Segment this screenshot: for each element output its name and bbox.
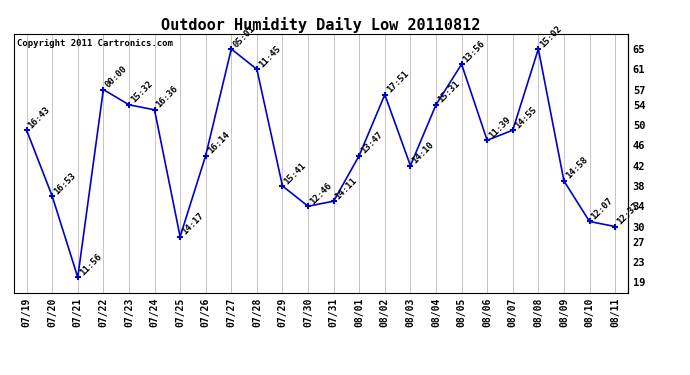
- Text: 13:56: 13:56: [462, 39, 487, 64]
- Text: 00:00: 00:00: [104, 64, 129, 90]
- Text: 16:43: 16:43: [27, 105, 52, 130]
- Text: 05:01: 05:01: [231, 24, 257, 49]
- Text: 13:47: 13:47: [359, 130, 384, 156]
- Text: 15:41: 15:41: [282, 160, 308, 186]
- Text: 12:07: 12:07: [589, 196, 615, 222]
- Text: 15:31: 15:31: [436, 80, 462, 105]
- Text: 12:46: 12:46: [308, 181, 333, 206]
- Text: 14:10: 14:10: [411, 140, 436, 166]
- Text: 14:11: 14:11: [334, 176, 359, 201]
- Text: 11:39: 11:39: [487, 115, 513, 140]
- Text: 15:02: 15:02: [538, 24, 564, 49]
- Text: 11:56: 11:56: [78, 252, 103, 277]
- Text: Copyright 2011 Cartronics.com: Copyright 2011 Cartronics.com: [17, 39, 172, 48]
- Text: 11:45: 11:45: [257, 44, 282, 69]
- Text: 17:51: 17:51: [385, 69, 410, 94]
- Text: 14:55: 14:55: [513, 105, 538, 130]
- Text: 16:36: 16:36: [155, 84, 180, 110]
- Text: 14:17: 14:17: [180, 211, 206, 237]
- Text: 15:32: 15:32: [129, 80, 155, 105]
- Text: 16:53: 16:53: [52, 171, 77, 196]
- Title: Outdoor Humidity Daily Low 20110812: Outdoor Humidity Daily Low 20110812: [161, 16, 480, 33]
- Text: 12:37: 12:37: [615, 201, 640, 226]
- Text: 16:14: 16:14: [206, 130, 231, 156]
- Text: 14:58: 14:58: [564, 156, 589, 181]
